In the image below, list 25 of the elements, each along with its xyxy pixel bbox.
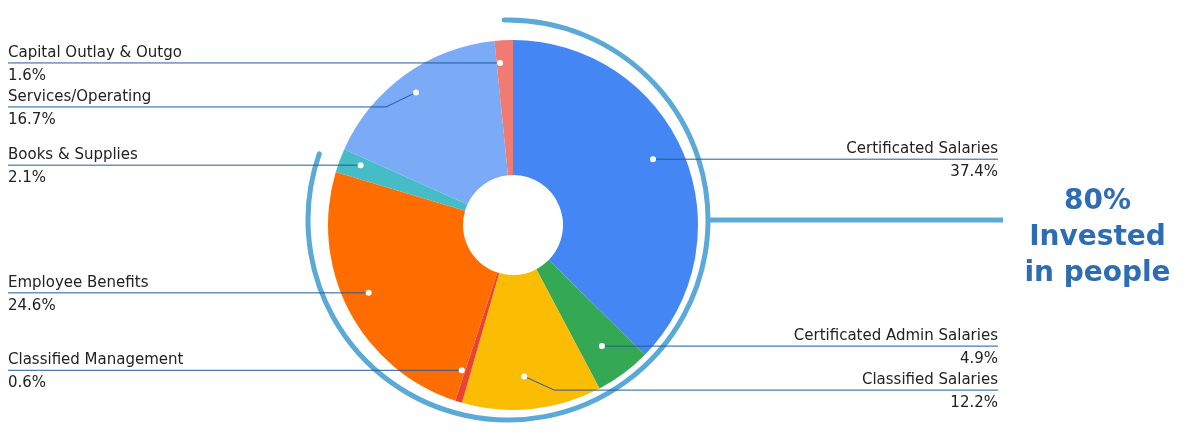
donut-slice <box>455 272 500 403</box>
donut-slice <box>513 40 698 355</box>
slice-label: Employee Benefits <box>8 272 149 291</box>
slice-label: Certificated Admin Salaries <box>793 326 999 345</box>
donut-slice <box>328 172 498 401</box>
data-label: 0.6% <box>8 373 47 392</box>
donut-slice <box>494 40 513 176</box>
data-label: 12.2% <box>950 393 998 412</box>
data-label: 1.6% <box>8 65 47 84</box>
data-label: 24.6% <box>8 295 56 314</box>
slice-label: Books & Supplies <box>8 145 139 164</box>
data-label: 4.9% <box>959 349 998 368</box>
slice-label: Services/Operating <box>8 86 152 105</box>
slice-label: Capital Outlay & Outgo <box>8 42 182 61</box>
data-label: 2.1% <box>8 168 47 187</box>
text: 80% Invested in people <box>1023 182 1172 290</box>
data-label: 16.7% <box>8 109 56 128</box>
slice-label: Classified Salaries <box>861 370 999 389</box>
donut-slice <box>344 40 508 205</box>
donut-slice <box>335 149 468 211</box>
slice-label: Certificated Salaries <box>846 139 999 158</box>
donut-slice <box>461 269 600 410</box>
data-label: 37.4% <box>950 162 998 181</box>
slice-label: Classified Management <box>8 350 184 369</box>
donut-slice <box>536 260 645 389</box>
